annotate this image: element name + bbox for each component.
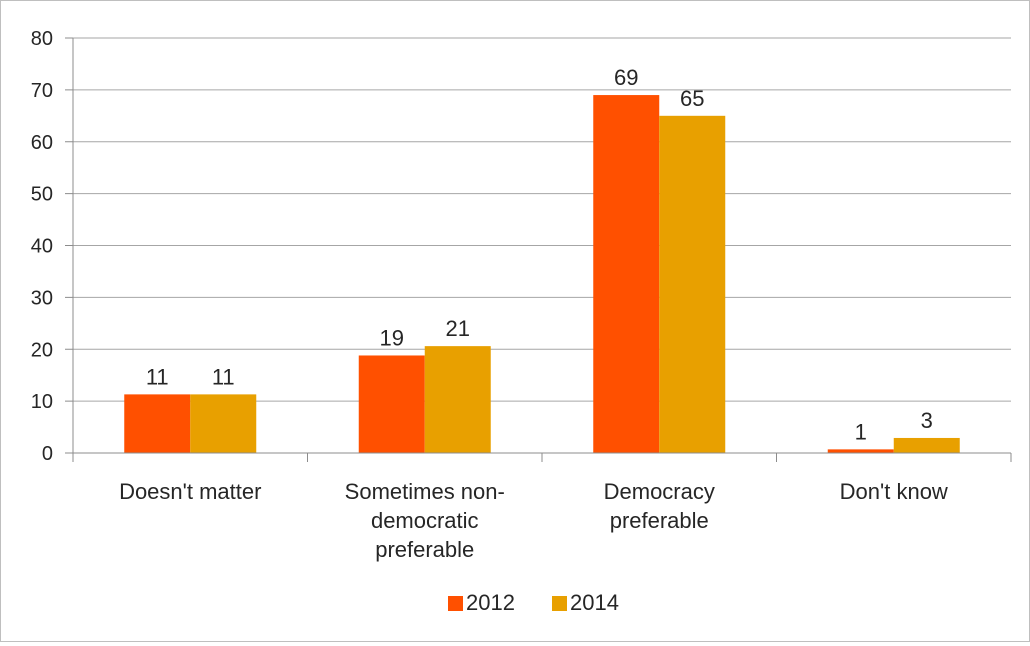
data-label: 65 <box>680 86 704 111</box>
legend-label: 2014 <box>570 590 619 615</box>
y-tick-label: 70 <box>31 80 53 102</box>
x-tick-label: Doesn't matter <box>119 479 261 504</box>
y-tick-label: 0 <box>42 443 53 465</box>
data-label: 11 <box>146 364 169 389</box>
x-tick-label: Don't know <box>840 479 948 504</box>
y-tick-label: 10 <box>31 391 53 413</box>
y-tick-label: 80 <box>31 28 53 50</box>
data-label: 1 <box>855 419 867 444</box>
x-tick-label: Democracy <box>604 479 715 504</box>
legend-swatch-2012 <box>448 596 463 611</box>
legend-label: 2012 <box>466 590 515 615</box>
bar-2012 <box>593 95 660 453</box>
bar-2012 <box>358 355 425 453</box>
data-label: 3 <box>921 408 933 433</box>
y-tick-label: 40 <box>31 236 53 258</box>
data-label: 21 <box>446 316 470 341</box>
y-tick-label: 20 <box>31 339 53 361</box>
bar-2014 <box>424 346 491 453</box>
x-tick-label: preferable <box>375 537 474 562</box>
y-tick-label: 50 <box>31 184 53 206</box>
data-label: 11 <box>212 364 235 389</box>
data-label: 69 <box>614 65 638 90</box>
bar-2014 <box>659 115 726 453</box>
legend-swatch-2014 <box>552 596 567 611</box>
bar-2012 <box>124 394 191 453</box>
bar-2014 <box>190 394 257 453</box>
y-tick-label: 60 <box>31 132 53 154</box>
x-tick-label: preferable <box>610 508 709 533</box>
x-tick-label: Sometimes non- <box>345 479 505 504</box>
x-tick-label: democratic <box>371 508 479 533</box>
bar-2012 <box>827 449 894 453</box>
data-label: 19 <box>380 325 404 350</box>
bar-2014 <box>893 437 960 453</box>
y-tick-label: 30 <box>31 287 53 309</box>
